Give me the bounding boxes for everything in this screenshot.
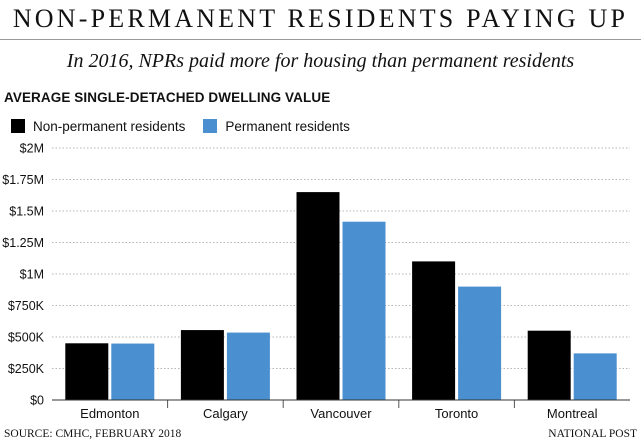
legend-swatch-permanent — [203, 119, 218, 133]
x-tick-label: Calgary — [203, 406, 248, 421]
x-tick-label: Vancouver — [310, 406, 372, 421]
y-tick-label: $250K — [8, 362, 45, 376]
bar-permanent-montreal — [573, 353, 617, 400]
bar-permanent-calgary — [226, 332, 270, 400]
y-tick-label: $0 — [30, 394, 44, 408]
bar-non-permanent-edmonton — [65, 343, 109, 400]
legend-item-non-permanent: Non-permanent residents — [11, 119, 185, 134]
bar-non-permanent-montreal — [527, 330, 571, 400]
y-tick-label: $1.75M — [2, 173, 44, 187]
publisher-credit: NATIONAL POST — [548, 428, 637, 440]
legend-swatch-non-permanent — [11, 119, 25, 133]
bar-non-permanent-toronto — [412, 261, 456, 400]
chart-subtitle: In 2016, NPRs paid more for housing than… — [66, 50, 575, 72]
x-tick-label: Edmonton — [80, 406, 139, 421]
x-tick-label: Toronto — [435, 406, 478, 421]
bar-non-permanent-vancouver — [296, 192, 340, 400]
bar-permanent-edmonton — [111, 343, 155, 400]
chart-title: NON-PERMANENT RESIDENTS PAYING UP — [12, 4, 629, 33]
legend: Non-permanent residents Permanent reside… — [11, 117, 368, 135]
bar-non-permanent-calgary — [180, 330, 224, 400]
source-note: SOURCE: CMHC, FEBRUARY 2018 — [4, 428, 182, 440]
legend-label-permanent: Permanent residents — [225, 118, 350, 134]
title-rule — [0, 39, 641, 40]
y-tick-label: $500K — [8, 331, 45, 345]
y-tick-label: $2M — [20, 142, 44, 156]
y-tick-label: $1M — [20, 268, 44, 282]
bar-permanent-toronto — [458, 286, 502, 400]
y-tick-label: $750K — [8, 299, 45, 313]
x-tick-label: Montreal — [547, 406, 598, 421]
bar-permanent-vancouver — [342, 221, 386, 400]
y-tick-label: $1.5M — [9, 205, 44, 219]
legend-item-permanent: Permanent residents — [203, 119, 350, 134]
y-tick-label: $1.25M — [2, 236, 44, 250]
chart-label: AVERAGE SINGLE-DETACHED DWELLING VALUE — [4, 90, 331, 105]
legend-label-non-permanent: Non-permanent residents — [33, 118, 186, 134]
